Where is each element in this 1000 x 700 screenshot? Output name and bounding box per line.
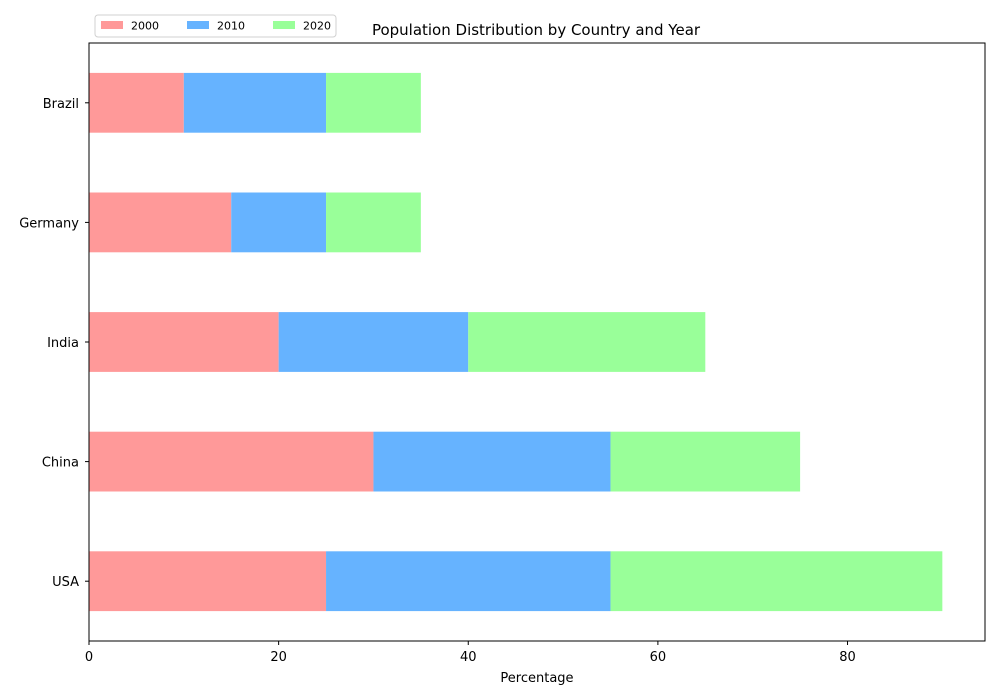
legend: 2000 2010 2020 — [94, 14, 337, 38]
y-tick-label-brazil: Brazil — [43, 97, 79, 112]
x-axis-label: Percentage — [500, 671, 573, 686]
bar-china-2000 — [89, 431, 374, 492]
y-tick-label-usa: USA — [52, 575, 79, 590]
bar-usa-2000 — [89, 551, 327, 612]
bar-china-2020 — [610, 431, 801, 492]
bar-germany-2010 — [231, 192, 327, 253]
bars-layer — [89, 72, 943, 612]
legend-swatch-2000 — [101, 21, 123, 29]
legend-swatch-2010 — [187, 21, 209, 29]
bar-germany-2000 — [89, 192, 232, 253]
x-axis: 0 20 40 60 80 — [85, 641, 856, 665]
x-tick-label-20: 20 — [270, 650, 287, 665]
legend-label-2020: 2020 — [303, 20, 331, 33]
bar-brazil-2020 — [326, 72, 421, 133]
bar-usa-2020 — [610, 551, 943, 612]
legend-swatch-2020 — [273, 21, 295, 29]
y-tick-label-china: China — [42, 456, 79, 471]
legend-label-2000: 2000 — [131, 20, 159, 33]
x-tick-label-40: 40 — [460, 650, 477, 665]
bar-germany-2020 — [326, 192, 421, 253]
y-axis: USA China India Germany Brazil — [19, 97, 89, 590]
x-tick-label-60: 60 — [650, 650, 667, 665]
chart-title: Population Distribution by Country and Y… — [372, 21, 701, 39]
y-tick-label-germany: Germany — [19, 216, 79, 231]
legend-box — [94, 14, 337, 38]
bar-china-2010 — [373, 431, 611, 492]
y-tick-label-india: India — [47, 336, 79, 351]
bar-brazil-2000 — [89, 72, 184, 133]
bar-india-2010 — [278, 312, 469, 372]
x-tick-label-80: 80 — [839, 650, 856, 665]
bar-usa-2010 — [326, 551, 611, 612]
bar-india-2000 — [89, 312, 279, 372]
bar-brazil-2010 — [183, 72, 327, 133]
x-tick-label-0: 0 — [85, 650, 93, 665]
legend-label-2010: 2010 — [217, 20, 245, 33]
bar-india-2020 — [468, 312, 706, 372]
